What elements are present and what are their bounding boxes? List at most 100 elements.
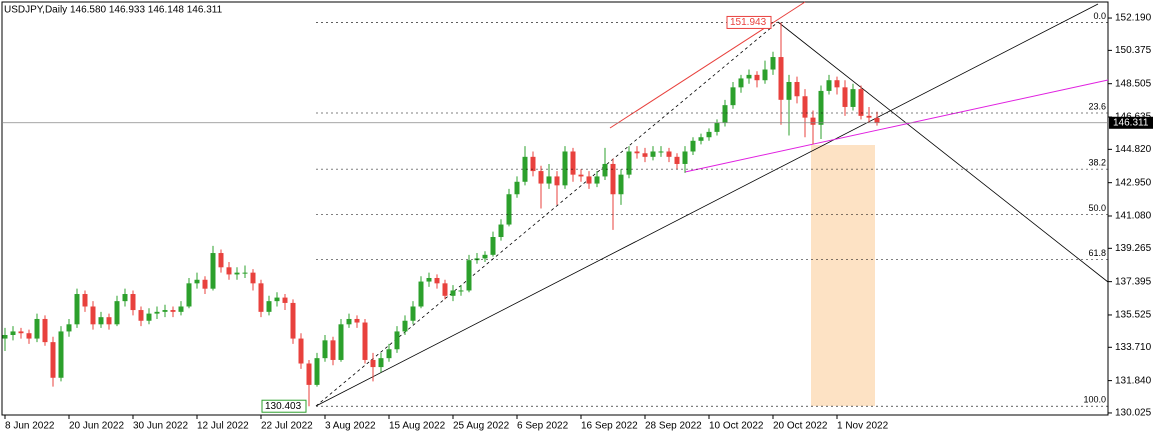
fib-label: 23.6 <box>1088 101 1106 111</box>
candle-body <box>738 78 744 88</box>
candle-body <box>330 340 336 360</box>
y-tick-label: 131.840 <box>1115 375 1152 386</box>
candle-body <box>250 272 256 284</box>
candle-body <box>34 318 40 339</box>
candle-body <box>506 194 512 225</box>
candle-body <box>714 122 720 132</box>
trend-line <box>315 21 779 407</box>
candle-body <box>858 89 864 116</box>
candle-body <box>410 306 416 321</box>
candle-body <box>90 306 96 325</box>
candle-body <box>98 317 104 325</box>
x-tick-label: 20 Oct 2022 <box>773 421 828 432</box>
candle-body <box>626 151 632 175</box>
high-label: 151.943 <box>730 17 767 28</box>
candle-body <box>226 267 232 275</box>
candle-body <box>370 359 376 368</box>
candle-body <box>394 331 400 350</box>
candle-body <box>106 317 112 325</box>
candle-body <box>234 272 240 275</box>
candle-body <box>562 151 568 186</box>
candle-body <box>594 176 600 184</box>
trend-line <box>315 3 1099 407</box>
candle-body <box>610 163 616 195</box>
plot-frame <box>1 1 1109 416</box>
fib-label: 50.0 <box>1088 203 1106 213</box>
candle-body <box>194 279 200 284</box>
candle-body <box>818 90 824 125</box>
y-tick-label: 135.525 <box>1115 310 1152 321</box>
candle-body <box>74 294 80 325</box>
x-tick-label: 20 Jun 2022 <box>69 421 124 432</box>
y-tick-label: 150.375 <box>1115 45 1152 56</box>
fib-label: 61.8 <box>1088 248 1106 258</box>
candle-body <box>218 253 224 268</box>
y-tick-label: 139.265 <box>1115 243 1152 254</box>
candle-body <box>730 87 736 106</box>
fib-label: 100.0 <box>1083 395 1106 405</box>
candle-body <box>290 302 296 339</box>
candle-body <box>618 174 624 195</box>
candle-body <box>570 151 576 175</box>
channel-line <box>609 1 806 129</box>
candle-body <box>666 151 672 157</box>
current-price-box <box>1109 116 1153 129</box>
candle-body <box>850 89 856 107</box>
candle-body <box>482 254 488 259</box>
fib-label: 0.0 <box>1093 11 1106 21</box>
candle-body <box>658 151 664 153</box>
candle-body <box>866 115 872 118</box>
candle-body <box>466 260 472 291</box>
candle-body <box>10 331 16 336</box>
candle-body <box>690 140 696 152</box>
candle-body <box>258 283 264 312</box>
candle-body <box>586 176 592 184</box>
candle-body <box>210 253 216 289</box>
candle-body <box>378 358 384 368</box>
candle-body <box>386 349 392 359</box>
candle-body <box>634 151 640 154</box>
y-tick-label: 142.950 <box>1115 177 1152 188</box>
x-tick-label: 25 Aug 2022 <box>453 421 510 432</box>
candle-body <box>450 290 456 296</box>
candle-body <box>682 151 688 164</box>
candle-body <box>418 281 424 307</box>
candle-body <box>2 335 8 339</box>
candle-body <box>362 322 368 360</box>
candle-body <box>146 313 152 321</box>
x-tick-label: 15 Aug 2022 <box>389 421 446 432</box>
candle-body <box>826 80 832 91</box>
candle-body <box>498 224 504 238</box>
chart-title: USDJPY,Daily 146.580 146.933 146.148 146… <box>4 5 223 16</box>
candle-body <box>306 363 312 385</box>
candle-body <box>522 156 528 182</box>
candle-body <box>722 105 728 123</box>
x-tick-label: 12 Jul 2022 <box>197 421 249 432</box>
x-tick-label: 16 Sep 2022 <box>581 421 638 432</box>
y-tick-label: 148.505 <box>1115 78 1152 89</box>
candle-body <box>538 171 544 184</box>
candle-body <box>546 176 552 184</box>
current-price-label: 146.311 <box>1113 117 1149 128</box>
candle-body <box>698 137 704 141</box>
x-tick-label: 10 Oct 2022 <box>709 421 764 432</box>
highlight-zone <box>811 145 875 406</box>
y-tick-label: 133.710 <box>1115 342 1152 353</box>
candle-body <box>66 324 72 332</box>
candle-body <box>18 331 24 334</box>
candle-body <box>50 342 56 378</box>
x-tick-label: 28 Sep 2022 <box>645 421 702 432</box>
candle-body <box>674 156 680 164</box>
candle-body <box>186 283 192 307</box>
candle-body <box>114 301 120 325</box>
candle-body <box>266 301 272 312</box>
y-tick-label: 152.190 <box>1115 13 1152 24</box>
candle-body <box>162 310 168 312</box>
low-label: 130.403 <box>265 401 302 412</box>
candle-body <box>442 283 448 296</box>
candle-body <box>770 57 776 70</box>
candle-body <box>794 81 800 97</box>
candle-body <box>706 131 712 138</box>
candle-body <box>402 320 408 332</box>
candle-body <box>746 74 752 79</box>
